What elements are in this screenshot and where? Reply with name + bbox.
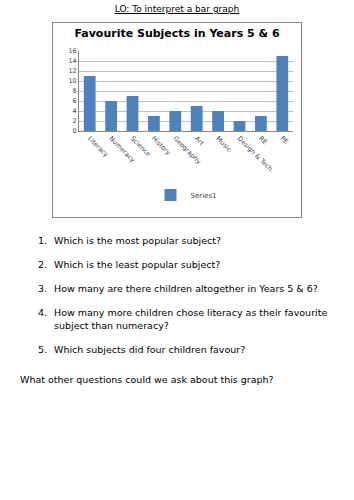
- svg-text:Series1: Series1: [191, 192, 217, 200]
- svg-text:Art: Art: [193, 135, 206, 148]
- html-text:How many are there children al: How many are there children altogether i…: [54, 283, 318, 294]
- html-text:3.: 3.: [38, 283, 48, 294]
- html-text:What other questions could we: What other questions could we ask about …: [20, 374, 274, 385]
- svg-text:Science: Science: [129, 135, 152, 158]
- html-text:2.: 2.: [38, 259, 48, 270]
- svg-text:Literacy: Literacy: [86, 135, 110, 159]
- html-text:LO: To interpret a bar graph: LO: To interpret a bar graph: [114, 4, 240, 14]
- svg-text:10: 10: [68, 77, 76, 85]
- svg-text:History: History: [150, 135, 172, 157]
- svg-text:0: 0: [73, 127, 77, 135]
- svg-text:Numeracy: Numeracy: [107, 135, 136, 164]
- svg-text:RE: RE: [257, 135, 269, 147]
- svg-text:14: 14: [68, 57, 76, 65]
- html-text:1.: 1.: [38, 235, 48, 246]
- svg-text:PE: PE: [279, 135, 290, 146]
- svg-text:Favourite Subjects in Years 5: Favourite Subjects in Years 5 & 6: [74, 27, 280, 40]
- html-text:Which subjects did four childr: Which subjects did four children favour?: [54, 344, 246, 355]
- svg-text:Music: Music: [214, 135, 233, 154]
- svg-text:Geography: Geography: [172, 135, 203, 166]
- svg-text:12: 12: [68, 67, 76, 75]
- svg-text:4: 4: [73, 107, 77, 115]
- svg-text:Design & Tech.: Design & Tech.: [236, 135, 276, 175]
- svg-text:2: 2: [73, 117, 77, 125]
- html-text:Which is the most popular subj: Which is the most popular subject?: [54, 235, 222, 246]
- html-text:5.: 5.: [38, 344, 48, 355]
- svg-text:16: 16: [68, 47, 76, 55]
- html-text:Which is the least popular sub: Which is the least popular subject?: [54, 259, 221, 270]
- svg-text:6: 6: [73, 97, 77, 105]
- html-text:How many more children chose l: How many more children chose literacy as…: [54, 307, 328, 331]
- html-text:4.: 4.: [38, 307, 48, 318]
- svg-text:8: 8: [73, 87, 77, 95]
